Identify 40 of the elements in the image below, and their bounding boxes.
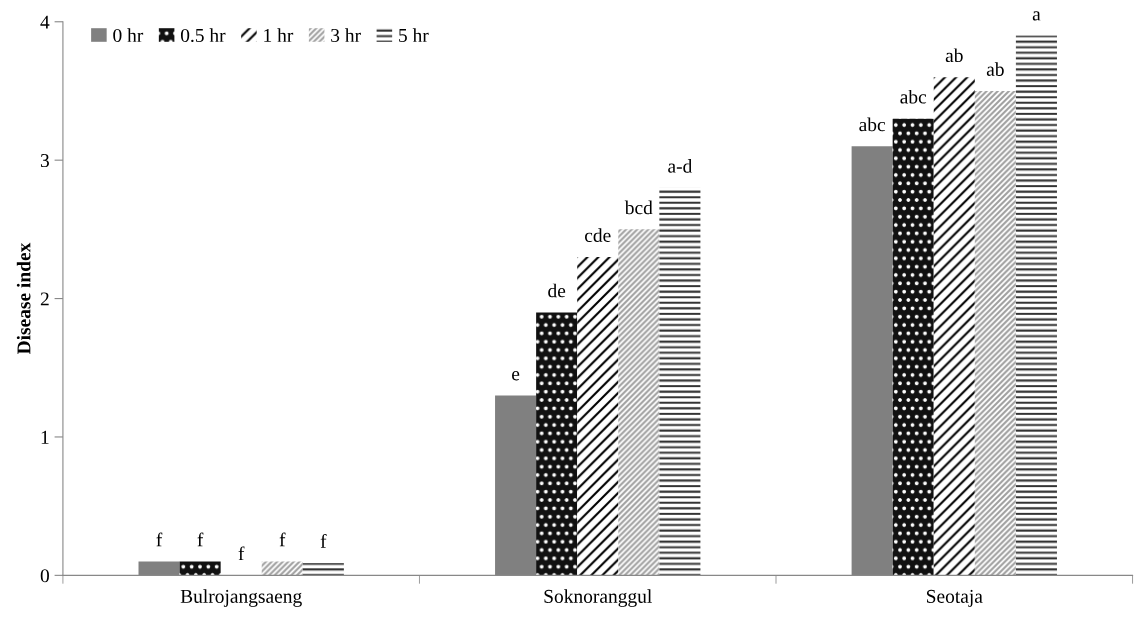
legend-label: 5 hr: [399, 28, 429, 42]
data-label: e: [512, 371, 520, 381]
data-label: ab: [986, 62, 1004, 76]
data-label: a: [1032, 11, 1041, 21]
data-label: a-d: [668, 159, 693, 173]
data-label: cde: [584, 228, 611, 242]
y-tick-label: 2: [40, 292, 49, 306]
data-label: f: [156, 532, 163, 547]
x-tick-label: Seotaja: [926, 589, 983, 607]
data-label: bcd: [624, 200, 653, 215]
bar: [618, 229, 660, 576]
data-label: f: [279, 532, 286, 547]
legend-label: 0 hr: [113, 28, 144, 42]
bar: [892, 118, 934, 576]
x-tick-label: Soknoranggul: [544, 589, 652, 607]
y-tick-label: 0: [40, 569, 49, 583]
y-tick-label: 1: [41, 430, 49, 444]
data-label: f: [238, 546, 245, 561]
y-tick-label: 4: [40, 15, 50, 29]
bar: [302, 562, 344, 576]
x-tick-label: Bulrojangsaeng: [180, 589, 302, 607]
y-tick-label: 3: [40, 154, 49, 168]
bar: [1015, 35, 1057, 576]
bar: [261, 561, 303, 576]
bar: [577, 257, 619, 576]
bar: [659, 187, 701, 576]
legend-label: 3 hr: [331, 28, 361, 42]
bar: [536, 312, 578, 576]
bar: [179, 561, 221, 576]
legend-label: 0.5 hr: [180, 28, 226, 43]
legend-label: 1 hr: [264, 28, 294, 42]
data-label: abc: [859, 117, 886, 132]
y-axis-title: Disease index: [16, 242, 31, 355]
data-label: abc: [900, 89, 927, 104]
bar: [974, 90, 1016, 576]
bar: [933, 77, 975, 576]
data-label: f: [197, 532, 204, 547]
data-label: de: [548, 283, 566, 298]
data-label: ab: [945, 48, 963, 63]
data-label: f: [320, 533, 327, 548]
